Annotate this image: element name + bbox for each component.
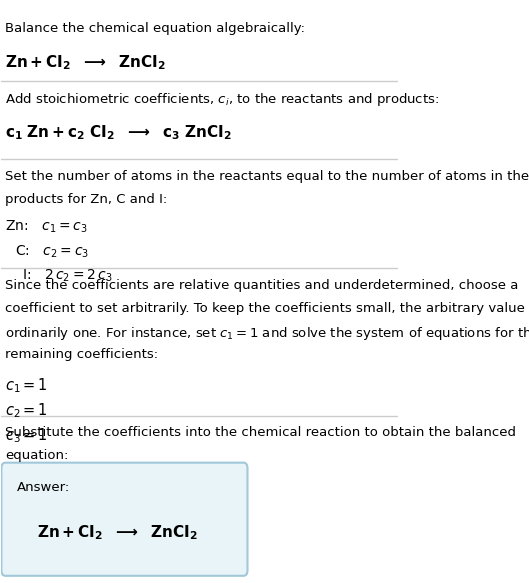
Text: Set the number of atoms in the reactants equal to the number of atoms in the: Set the number of atoms in the reactants… (5, 170, 529, 182)
Text: Substitute the coefficients into the chemical reaction to obtain the balanced: Substitute the coefficients into the che… (5, 426, 516, 439)
Text: Balance the chemical equation algebraically:: Balance the chemical equation algebraica… (5, 22, 305, 35)
Text: $\bf{c_1}$ $\bf{Zn + c_2\ CI_2\ \ \longrightarrow\ \ c_3\ ZnCI_2}$: $\bf{c_1}$ $\bf{Zn + c_2\ CI_2\ \ \longr… (5, 123, 232, 142)
Text: C: $\ \ c_2 = c_3$: C: $\ \ c_2 = c_3$ (15, 243, 89, 260)
Text: remaining coefficients:: remaining coefficients: (5, 349, 159, 361)
Text: $c_1 = 1$: $c_1 = 1$ (5, 376, 48, 395)
Text: $\bf{Zn + CI_2\ \ \longrightarrow\ \ ZnCI_2}$: $\bf{Zn + CI_2\ \ \longrightarrow\ \ ZnC… (5, 54, 166, 72)
Text: $c_3 = 1$: $c_3 = 1$ (5, 426, 48, 445)
Text: equation:: equation: (5, 449, 69, 462)
Text: $c_2 = 1$: $c_2 = 1$ (5, 401, 48, 420)
Text: Since the coefficients are relative quantities and underdetermined, choose a: Since the coefficients are relative quan… (5, 279, 519, 292)
Text: I: $\ \ 2\,c_2 = 2\,c_3$: I: $\ \ 2\,c_2 = 2\,c_3$ (22, 268, 113, 284)
Text: products for Zn, C and I:: products for Zn, C and I: (5, 193, 168, 206)
Text: Answer:: Answer: (17, 481, 70, 494)
FancyBboxPatch shape (2, 463, 248, 576)
Text: Zn: $\ \ c_1 = c_3$: Zn: $\ \ c_1 = c_3$ (5, 219, 88, 236)
Text: $\bf{Zn + CI_2\ \ \longrightarrow\ \ ZnCI_2}$: $\bf{Zn + CI_2\ \ \longrightarrow\ \ ZnC… (37, 523, 198, 542)
Text: coefficient to set arbitrarily. To keep the coefficients small, the arbitrary va: coefficient to set arbitrarily. To keep … (5, 302, 529, 315)
Text: Add stoichiometric coefficients, $c_i$, to the reactants and products:: Add stoichiometric coefficients, $c_i$, … (5, 92, 440, 108)
Text: ordinarily one. For instance, set $c_1 = 1$ and solve the system of equations fo: ordinarily one. For instance, set $c_1 =… (5, 325, 529, 342)
